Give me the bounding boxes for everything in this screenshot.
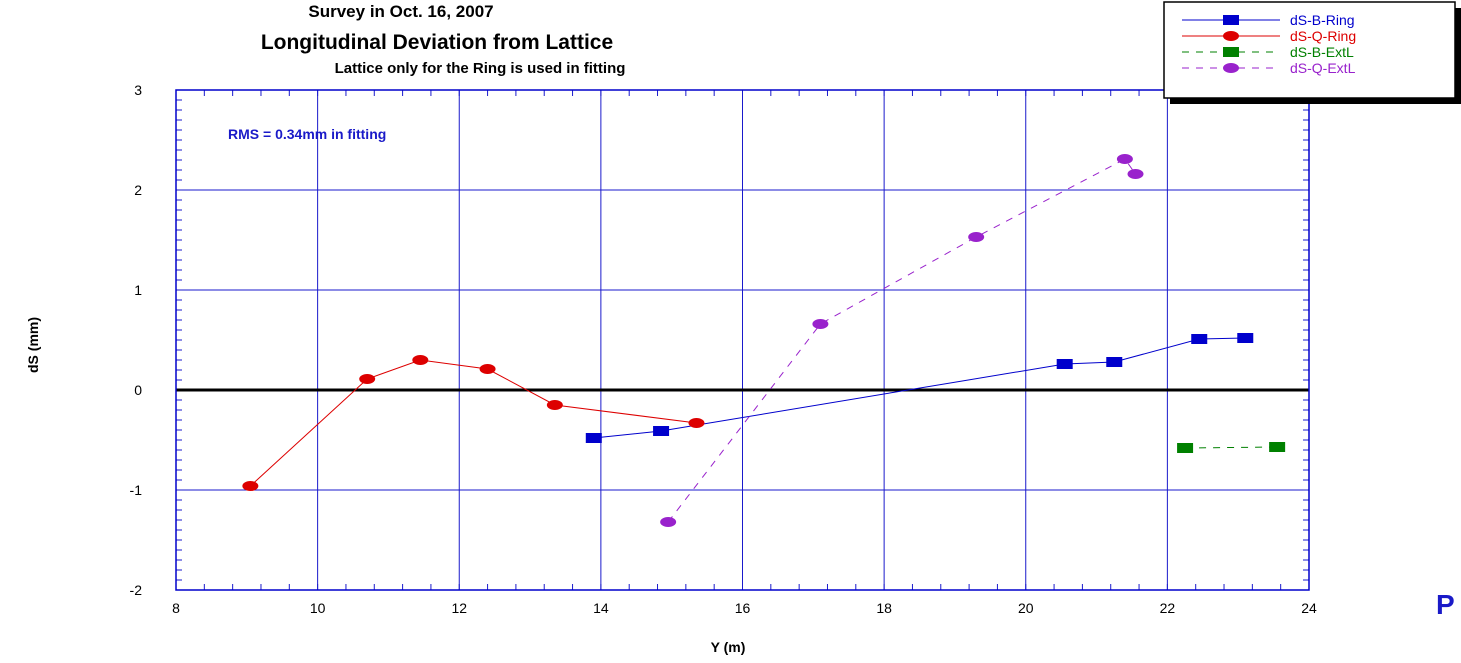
- series-line: [250, 359, 697, 487]
- x-tick-label: 12: [451, 600, 467, 616]
- data-point: [653, 426, 670, 436]
- corner-letter: P: [1436, 589, 1455, 620]
- legend-swatch-marker: [1223, 31, 1239, 41]
- legend-label: dS-B-ExtL: [1290, 44, 1354, 60]
- data-point: [812, 319, 829, 329]
- y-tick-label: 2: [134, 182, 142, 198]
- plot-area: [175, 89, 1310, 591]
- series-layer: [242, 154, 1286, 527]
- legend-item: dS-B-Ring: [1182, 12, 1355, 28]
- x-tick-label: 8: [172, 600, 180, 616]
- chart-subtitle-2: Lattice only for the Ring is used in fit…: [335, 60, 626, 77]
- x-tick-label: 22: [1160, 600, 1176, 616]
- data-point: [688, 418, 705, 428]
- data-point: [1177, 443, 1194, 453]
- y-tick-label: -2: [130, 582, 143, 598]
- legend-label: dS-Q-Ring: [1290, 28, 1356, 44]
- chart-subtitle: Longitudinal Deviation from Lattice: [261, 31, 613, 54]
- series-ds-q-extl: [660, 154, 1144, 527]
- y-tick-label: 0: [134, 382, 142, 398]
- legend-item: dS-Q-Ring: [1182, 28, 1356, 44]
- legend-label: dS-B-Ring: [1290, 12, 1355, 28]
- series-line: [667, 158, 1136, 523]
- y-tick-label: 3: [134, 82, 142, 98]
- grid: [176, 90, 1309, 590]
- data-point: [359, 374, 376, 384]
- data-point: [585, 433, 602, 443]
- x-tick-label: 16: [735, 600, 751, 616]
- data-point: [1056, 359, 1073, 369]
- data-point: [242, 481, 259, 491]
- legend-label: dS-Q-ExtL: [1290, 60, 1356, 76]
- x-tick-label: 14: [593, 600, 609, 616]
- legend-item: dS-Q-ExtL: [1182, 60, 1356, 76]
- data-point: [968, 232, 985, 242]
- data-point: [1237, 333, 1254, 343]
- x-tick-label: 24: [1301, 600, 1317, 616]
- legend-swatch-marker: [1223, 15, 1239, 25]
- data-point: [1269, 442, 1286, 452]
- data-point: [660, 517, 677, 527]
- series-ds-q-ring: [242, 355, 705, 491]
- legend-swatch-marker: [1223, 47, 1239, 57]
- data-point: [1116, 154, 1133, 164]
- axis-ticks: [175, 89, 1310, 591]
- data-point: [1127, 169, 1144, 179]
- y-tick-label: 1: [134, 282, 142, 298]
- series-line: [1185, 446, 1278, 449]
- legend-swatch-marker: [1223, 63, 1239, 73]
- x-tick-label: 10: [310, 600, 326, 616]
- data-point: [412, 355, 429, 365]
- data-point: [479, 364, 496, 374]
- legend-item: dS-B-ExtL: [1182, 44, 1354, 60]
- x-tick-label: 18: [876, 600, 892, 616]
- y-tick-label: -1: [130, 482, 143, 498]
- data-point: [546, 400, 563, 410]
- series-ds-b-extl: [1177, 442, 1286, 453]
- chart-title: Survey in Oct. 16, 2007: [308, 2, 493, 21]
- x-tick-label: 20: [1018, 600, 1034, 616]
- series-ds-b-ring: [585, 333, 1254, 443]
- rms-annotation: RMS = 0.34mm in fitting: [228, 126, 386, 142]
- x-axis-label: Y (m): [711, 639, 746, 655]
- data-point: [1191, 334, 1208, 344]
- data-point: [1106, 357, 1123, 367]
- y-axis-label: dS (mm): [25, 317, 41, 373]
